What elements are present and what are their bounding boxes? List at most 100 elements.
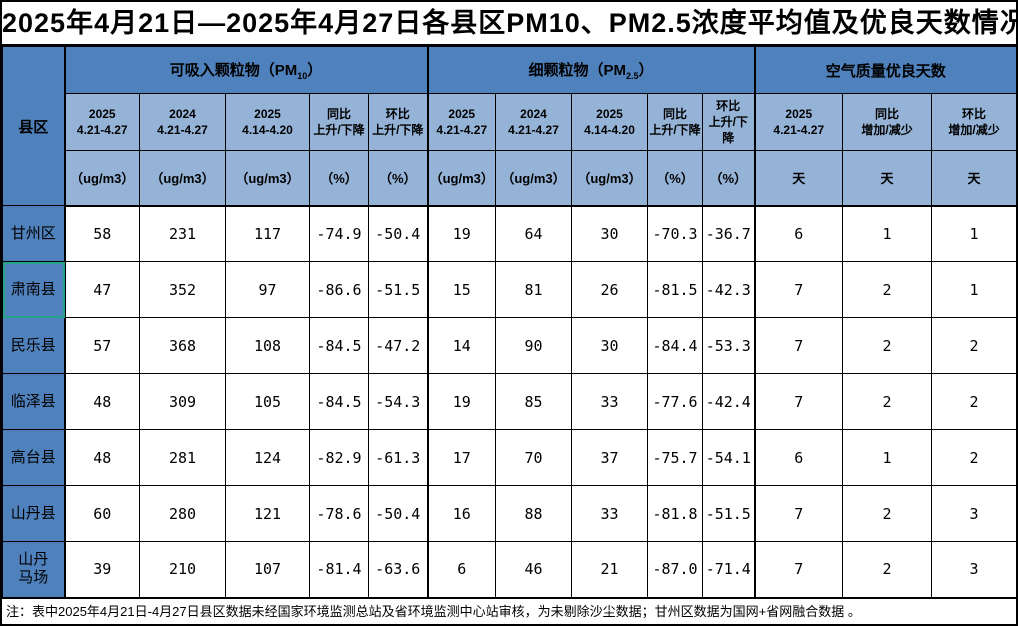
data-cell: 121: [225, 485, 310, 542]
pm10-label: 可吸入颗粒物（PM: [169, 62, 298, 79]
data-cell: 3: [931, 485, 1016, 542]
data-cell: 33: [571, 485, 649, 542]
county-cell: 临泽县: [2, 373, 66, 430]
data-cell: 2: [931, 429, 1016, 486]
unit-header-row: （ug/m3） （ug/m3） （ug/m3） （%） （%） （ug/m3） …: [3, 150, 1016, 207]
data-cell: -47.2: [367, 317, 429, 374]
data-cell: 1: [842, 205, 933, 262]
col-header: 环比 增加/减少: [931, 93, 1016, 151]
data-cell: 19: [427, 205, 497, 262]
county-cell: 民乐县: [2, 317, 66, 374]
pm10-label-suffix: ）: [307, 62, 323, 79]
data-cell: 368: [139, 317, 226, 374]
data-cell: -42.3: [702, 261, 756, 318]
header-pm25-group: 细颗粒物（PM2.5）: [427, 46, 756, 94]
data-cell: 57: [64, 317, 140, 374]
data-cell: 2: [931, 317, 1016, 374]
data-cell: -84.5: [309, 317, 369, 374]
data-cell: 90: [495, 317, 573, 374]
table-row: 肃南县 47 352 97 -86.6 -51.5 15 81 26 -81.5…: [2, 261, 1016, 318]
data-cell: 88: [495, 485, 573, 542]
col-header: 环比 上升/下降: [702, 93, 756, 151]
data-cell: 26: [571, 261, 649, 318]
table-row: 临泽县 48 309 105 -84.5 -54.3 19 85 33 -77.…: [2, 373, 1016, 430]
col-header: 2024 4.21-4.27: [139, 93, 226, 151]
pm25-label: 细颗粒物（PM: [528, 62, 627, 79]
col-header: 2025 4.14-4.20: [225, 93, 310, 151]
data-cell: 7: [754, 317, 844, 374]
page-title: 2025年4月21日—2025年4月27日各县区PM10、PM2.5浓度平均值及…: [2, 2, 1016, 46]
data-cell: 97: [225, 261, 310, 318]
unit-header: 天: [754, 150, 844, 207]
data-cell: 6: [754, 205, 844, 262]
data-cell: 64: [495, 205, 573, 262]
unit-header: （ug/m3）: [427, 150, 497, 207]
data-cell: -84.5: [309, 373, 369, 430]
col-header: 2025 4.21-4.27: [427, 93, 497, 151]
data-cell: 46: [495, 541, 573, 599]
table-row: 甘州区 58 231 117 -74.9 -50.4 19 64 30 -70.…: [2, 205, 1016, 262]
data-cell: 17: [427, 429, 497, 486]
unit-header: （ug/m3）: [139, 150, 226, 207]
data-cell: 30: [571, 205, 649, 262]
data-cell: 6: [754, 429, 844, 486]
data-cell: 108: [225, 317, 310, 374]
data-cell: 309: [139, 373, 226, 430]
data-cell: 7: [754, 261, 844, 318]
data-cell: 58: [64, 205, 140, 262]
unit-header: 天: [931, 150, 1016, 207]
data-cell: 2: [842, 261, 933, 318]
unit-header: （ug/m3）: [225, 150, 310, 207]
data-cell: -51.5: [367, 261, 429, 318]
data-cell: 1: [842, 429, 933, 486]
data-cell: 210: [139, 541, 226, 599]
data-cell: 280: [139, 485, 226, 542]
data-cell: -42.4: [702, 373, 756, 430]
col-header: 同比 上升/下降: [647, 93, 704, 151]
data-cell: 15: [427, 261, 497, 318]
col-header: 2025 4.21-4.27: [64, 93, 140, 151]
table-row: 高台县 48 281 124 -82.9 -61.3 17 70 37 -75.…: [2, 429, 1016, 486]
data-cell: 30: [571, 317, 649, 374]
data-cell: 117: [225, 205, 310, 262]
data-cell: -81.5: [647, 261, 704, 318]
data-cell: -51.5: [702, 485, 756, 542]
data-cell: -74.9: [309, 205, 369, 262]
unit-header: （ug/m3）: [495, 150, 573, 207]
data-cell: -50.4: [367, 485, 429, 542]
pollution-table: 县区 可吸入颗粒物（PM10） 细颗粒物（PM2.5） 空气质量优良天数 202…: [2, 46, 1016, 599]
pm10-subscript: 10: [297, 71, 308, 81]
table-row: 山丹县 60 280 121 -78.6 -50.4 16 88 33 -81.…: [2, 485, 1016, 542]
data-cell: 124: [225, 429, 310, 486]
data-cell: 81: [495, 261, 573, 318]
col-header: 2025 4.14-4.20: [571, 93, 649, 151]
unit-header: （%）: [367, 150, 429, 207]
county-cell: 甘州区: [2, 205, 66, 262]
county-cell: 山丹县: [2, 485, 66, 542]
data-cell: 21: [571, 541, 649, 599]
data-cell: 33: [571, 373, 649, 430]
data-cell: -82.9: [309, 429, 369, 486]
header-good-days-group: 空气质量优良天数: [754, 46, 1016, 94]
data-cell: 352: [139, 261, 226, 318]
data-cell: -75.7: [647, 429, 704, 486]
data-cell: 2: [842, 317, 933, 374]
unit-header: 天: [842, 150, 933, 207]
col-header: 2025 4.21-4.27: [754, 93, 844, 151]
data-cell: -61.3: [367, 429, 429, 486]
col-header: 2024 4.21-4.27: [495, 93, 573, 151]
data-cell: -70.3: [647, 205, 704, 262]
data-cell: -84.4: [647, 317, 704, 374]
data-cell: -71.4: [702, 541, 756, 599]
data-cell: 3: [931, 541, 1016, 599]
data-cell: -77.6: [647, 373, 704, 430]
data-cell: 7: [754, 485, 844, 542]
data-cell: -63.6: [367, 541, 429, 599]
data-cell: -81.4: [309, 541, 369, 599]
data-cell: 14: [427, 317, 497, 374]
data-cell: 6: [427, 541, 497, 599]
footnote: 注：表中2025年4月21日-4月27日县区数据未经国家环境监测总站及省环境监测…: [6, 603, 861, 619]
data-cell: 19: [427, 373, 497, 430]
data-cell: 1: [931, 205, 1016, 262]
header-county: 县区: [2, 46, 66, 206]
